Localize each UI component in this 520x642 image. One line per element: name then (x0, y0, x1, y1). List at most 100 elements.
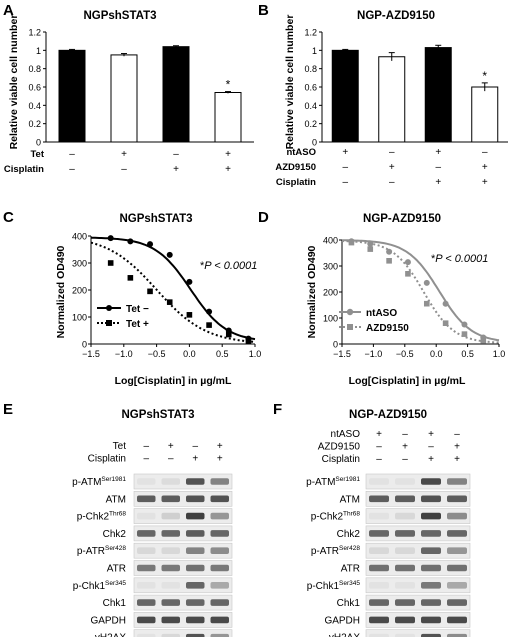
panel-letter-a: A (3, 2, 14, 19)
panel-c-title: NGPshSTAT3 (119, 213, 192, 225)
blot-band (421, 616, 441, 624)
blot-label: p-ATMSer1981 (306, 476, 360, 488)
blot-label-main: p-Chk2 (77, 512, 110, 523)
panel-letter-d: D (258, 209, 269, 226)
panel-a-ylabel: Relative viable cell number (8, 15, 20, 150)
blot-band (395, 530, 415, 537)
bar (162, 46, 190, 143)
y-tick-label: 0 (82, 340, 87, 350)
blot-band (421, 582, 441, 589)
x-tick-label: −0.5 (396, 349, 414, 359)
condition-sign: – (389, 177, 395, 188)
blot-band (447, 478, 467, 485)
panel-c-xlabel: Log[Cisplatin] in µg/mL (115, 375, 232, 387)
data-point (348, 239, 355, 246)
blot-band (137, 530, 156, 537)
blot-band (186, 478, 205, 485)
blot-band (161, 564, 180, 572)
legend-marker-tet-plus (106, 320, 112, 326)
condition-label: ntASO (331, 429, 361, 440)
blot-label: GAPDH (324, 615, 360, 626)
blot-strip (365, 525, 471, 542)
blot-label: Chk1 (337, 598, 361, 609)
y-tick-label: 0.8 (28, 64, 41, 74)
condition-label: AZD9150 (275, 162, 316, 173)
blot-band (210, 616, 229, 624)
condition-label: Cisplatin (4, 164, 44, 175)
blot-band (447, 530, 467, 537)
y-tick-label: 0.4 (28, 101, 41, 111)
y-tick-label: 1.2 (28, 28, 41, 38)
blot-band (421, 547, 441, 554)
data-point (225, 331, 232, 338)
blot-band (161, 599, 180, 606)
blot-band (161, 582, 180, 589)
legend-label-azd9150: AZD9150 (366, 323, 409, 334)
blot-label: p-ATRSer428 (77, 545, 127, 557)
bar (471, 86, 499, 143)
x-tick-label: 1.0 (493, 349, 506, 359)
condition-sign: + (435, 147, 441, 158)
blot-strip (365, 508, 471, 524)
blot-label: Chk2 (103, 529, 127, 540)
panel-d-pvalue: *P < 0.0001 (431, 253, 488, 265)
blot-band (137, 495, 156, 503)
panel-c-plot: 0 100 200 300 400 −1.5 −1.0 −0.5 0.0 0.5 1.0 (72, 232, 261, 360)
blot-strip (133, 490, 233, 507)
data-point (107, 260, 114, 266)
bar (214, 92, 242, 143)
blot-band (421, 512, 441, 520)
blot-label-superscript: Ser428 (105, 545, 126, 552)
y-tick-label: 100 (323, 314, 338, 324)
condition-sign: + (217, 441, 223, 452)
blot-label-main: p-ATR (311, 546, 339, 557)
blot-band (395, 478, 415, 485)
blot-strip (133, 577, 233, 594)
blot-band (137, 599, 156, 606)
y-tick-label: 0.2 (304, 119, 317, 129)
condition-sign: + (428, 454, 434, 465)
blot-band (186, 547, 205, 554)
blot-label: Chk2 (337, 529, 361, 540)
panel-a: A NGPshSTAT3 Relative viable cell number… (3, 2, 254, 175)
blot-band (210, 530, 229, 537)
panel-d: D NGP-AZD9150 Normalized OD490 Log[Cispl… (258, 209, 505, 387)
data-point (367, 246, 374, 252)
blot-band (186, 512, 205, 520)
condition-sign: + (342, 147, 348, 158)
condition-label: AZD9150 (318, 442, 361, 453)
condition-sign: + (454, 442, 460, 453)
blot-band (369, 547, 389, 554)
blot-strip (133, 560, 233, 576)
data-point (461, 321, 468, 328)
y-tick-label: 0.8 (304, 64, 317, 74)
blot-label-superscript: Thr68 (109, 511, 126, 518)
blot-band (369, 495, 389, 503)
blot-band (137, 582, 156, 589)
blot-label-main: p-ATM (306, 477, 335, 488)
blot-band (210, 547, 229, 554)
blot-strip (365, 490, 471, 507)
blot-band (447, 599, 467, 606)
blot-band (369, 582, 389, 589)
blot-band (447, 495, 467, 503)
panel-e: E NGPshSTAT3 Tet – + – +Cisplatin – – + +p-ATMSe… (3, 401, 233, 642)
data-point (245, 337, 252, 344)
blot-band (369, 616, 389, 624)
blot-band (210, 582, 229, 589)
blot-band (137, 512, 156, 520)
blot-strip (133, 525, 233, 542)
y-tick-label: 1 (312, 46, 317, 56)
x-tick-label: 0.0 (430, 349, 443, 359)
condition-sign: – (428, 442, 434, 453)
panel-c-legend: Tet − Tet + (97, 304, 149, 330)
panel-c-ylabel: Normalized OD490 (55, 245, 67, 338)
blot-label: p-Chk1Ser345 (73, 580, 127, 592)
data-point (186, 278, 193, 285)
x-tick-label: −0.5 (148, 349, 166, 359)
y-tick-label: 400 (323, 236, 338, 246)
y-tick-label: 0 (333, 340, 338, 350)
blot-band (137, 478, 156, 485)
blot-strip (365, 542, 471, 559)
blot-label-superscript: Thr68 (343, 511, 360, 518)
